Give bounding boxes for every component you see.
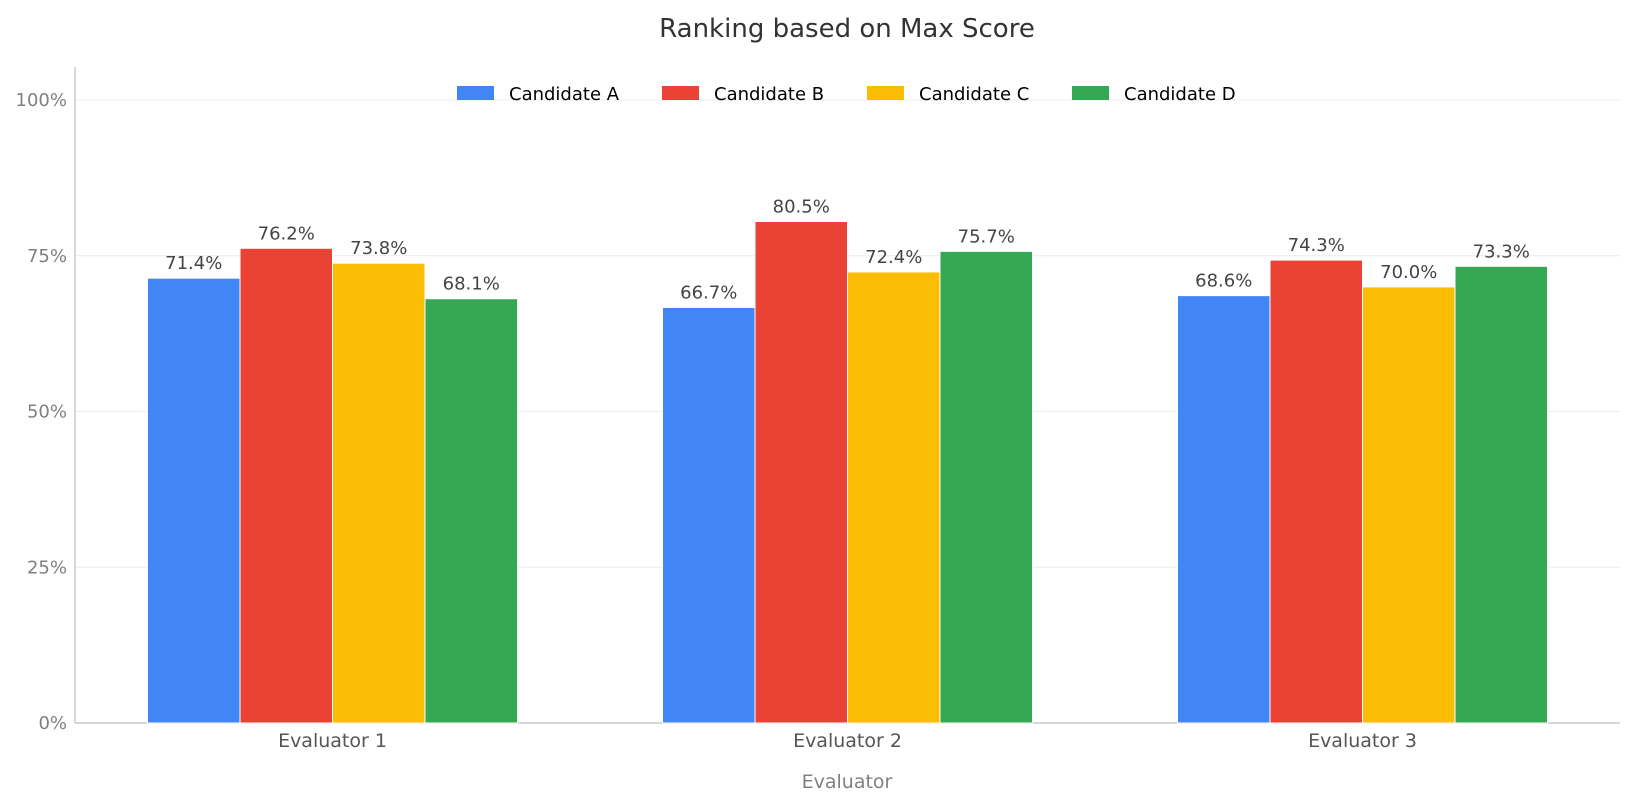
legend-swatch: [1072, 86, 1109, 100]
bar-candidate-a: [147, 277, 241, 724]
y-tick-label: 0%: [38, 713, 67, 734]
data-labels: 71.4% 76.2% 73.8% 68.1% 66.7% 80.5% 72.4% 75.7%…: [165, 196, 1530, 303]
legend-label: Candidate B: [714, 84, 824, 105]
bar-value-label: 75.7%: [958, 226, 1015, 247]
bar-candidate-c: [332, 262, 426, 724]
y-tick-label: 75%: [27, 246, 67, 267]
bar-value-label: 71.4%: [165, 253, 222, 274]
x-axis-title: Evaluator: [802, 771, 893, 793]
legend-label: Candidate D: [1124, 84, 1236, 105]
y-tick-label: 25%: [27, 557, 67, 578]
legend-swatch: [867, 86, 904, 100]
legend-swatch: [662, 86, 699, 100]
legend-swatch: [457, 86, 494, 100]
bar-value-label: 68.6%: [1195, 271, 1252, 292]
y-tick-label: 100%: [16, 90, 67, 111]
chart-title: Ranking based on Max Score: [659, 14, 1035, 44]
bar-candidate-b: [1269, 259, 1363, 724]
bar-value-label: 73.8%: [350, 238, 407, 259]
bar-candidate-c: [1362, 286, 1456, 724]
legend: Candidate A Candidate B Candidate C Candida…: [457, 84, 1236, 105]
bar-value-label: 70.0%: [1380, 262, 1437, 283]
bar-candidate-c: [847, 271, 941, 724]
bar-value-label: 72.4%: [865, 247, 922, 268]
x-tick-label: Evaluator 2: [793, 730, 902, 752]
bar-candidate-d: [939, 250, 1033, 724]
bar-value-label: 66.7%: [680, 282, 737, 303]
y-tick-label: 50%: [27, 402, 67, 423]
bar-candidate-a: [1177, 295, 1271, 724]
bar-candidate-b: [754, 220, 848, 724]
x-tick-label: Evaluator 1: [278, 730, 387, 752]
bars: [147, 220, 1548, 724]
legend-label: Candidate C: [919, 84, 1029, 105]
bar-value-label: 80.5%: [773, 196, 830, 217]
x-tick-label: Evaluator 3: [1308, 730, 1417, 752]
bar-candidate-d: [1454, 265, 1548, 724]
legend-label: Candidate A: [509, 84, 620, 105]
bar-candidate-a: [662, 306, 756, 724]
bar-value-label: 74.3%: [1288, 235, 1345, 256]
bar-value-label: 68.1%: [443, 274, 500, 295]
bar-value-label: 76.2%: [258, 223, 315, 244]
bar-candidate-b: [239, 247, 333, 724]
bar-value-label: 73.3%: [1473, 241, 1530, 262]
bar-candidate-d: [424, 298, 518, 724]
